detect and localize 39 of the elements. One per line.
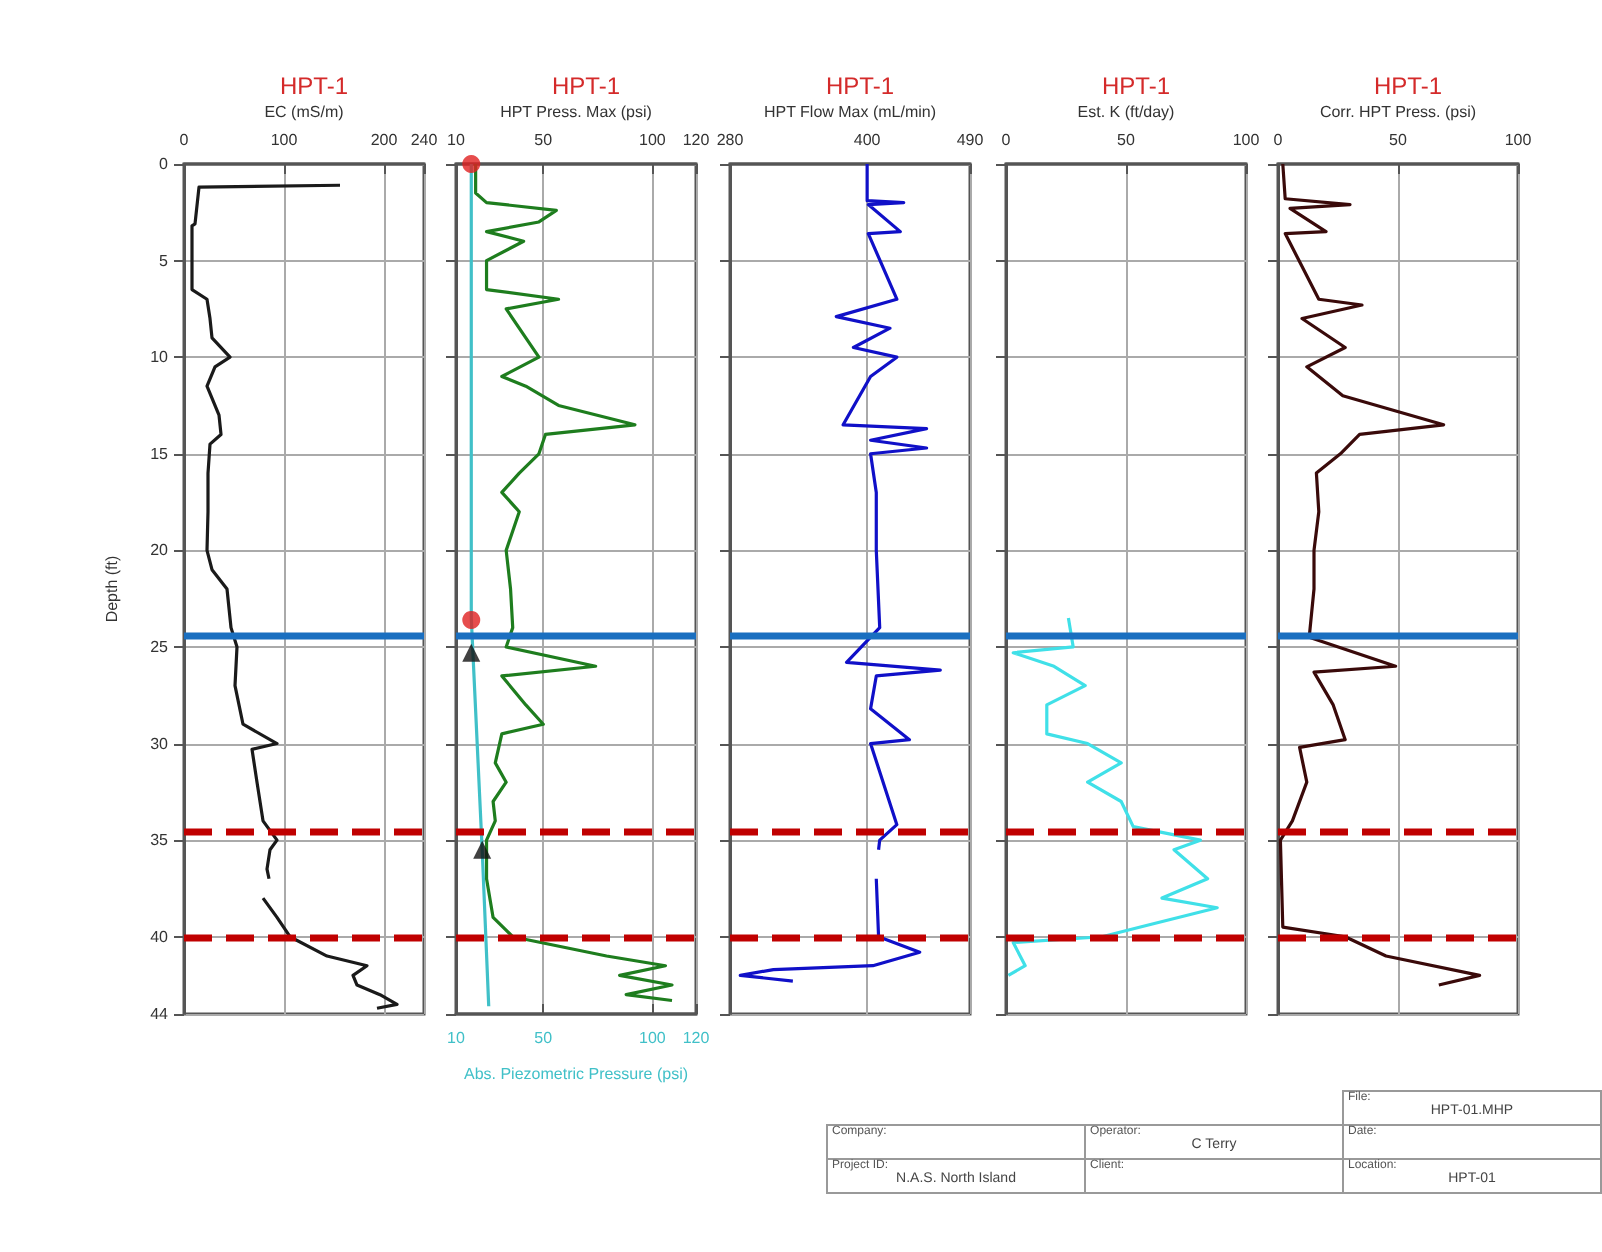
x-axis-title: EC (mS/m) xyxy=(264,103,345,121)
y-tick-label: 20 xyxy=(150,541,170,560)
x-axis-title: Corr. HPT Press. (psi) xyxy=(1319,103,1477,121)
x-tick-label: 100 xyxy=(639,1029,667,1047)
x-tick-label: 50 xyxy=(1389,131,1408,149)
x-tick-label: 400 xyxy=(853,131,882,149)
y-tick-label: 44 xyxy=(150,1005,170,1023)
x-tick-label: 10 xyxy=(447,1029,466,1047)
x-tick-label: 490 xyxy=(956,131,985,149)
x-tick-label: 100 xyxy=(1504,131,1533,149)
y-axis-title: Depth (ft) xyxy=(103,554,121,623)
x-tick-label: 50 xyxy=(1117,131,1136,149)
y-tick-label: 15 xyxy=(150,444,170,463)
x-tick-label: 240 xyxy=(410,131,439,149)
x-tick-label: 280 xyxy=(716,131,745,149)
x2-axis-title: Abs. Piezometric Pressure (psi) xyxy=(463,1065,689,1083)
chart-title: HPT-1 xyxy=(1373,72,1443,100)
y-tick-label: 35 xyxy=(150,831,170,850)
chart-title: HPT-1 xyxy=(1101,72,1171,100)
chart-title: HPT-1 xyxy=(551,72,621,100)
x-axis-title: HPT Flow Max (mL/min) xyxy=(763,103,937,121)
x-tick-label: 50 xyxy=(534,1029,554,1047)
y-tick-label: 40 xyxy=(150,927,170,946)
y-tick-label: 0 xyxy=(159,155,170,173)
y-tick-label: 10 xyxy=(150,348,170,367)
x-tick-label: 100 xyxy=(1232,131,1261,149)
chart-title: HPT-1 xyxy=(279,72,349,100)
x-tick-label: 100 xyxy=(270,131,299,149)
x-tick-label: 0 xyxy=(1273,131,1284,149)
x-axis-title: Est. K (ft/day) xyxy=(1077,103,1176,121)
y-tick-label: 30 xyxy=(150,734,170,753)
x-tick-label: 200 xyxy=(370,131,399,149)
chart-title: HPT-1 xyxy=(825,72,895,100)
y-tick-label: 5 xyxy=(159,251,170,270)
x-tick-label: 120 xyxy=(682,1029,711,1047)
x-axis-title: HPT Press. Max (psi) xyxy=(500,103,653,121)
x-tick-label: 0 xyxy=(179,131,190,149)
x-tick-label: 0 xyxy=(1001,131,1012,149)
y-tick-label: 25 xyxy=(150,637,170,656)
